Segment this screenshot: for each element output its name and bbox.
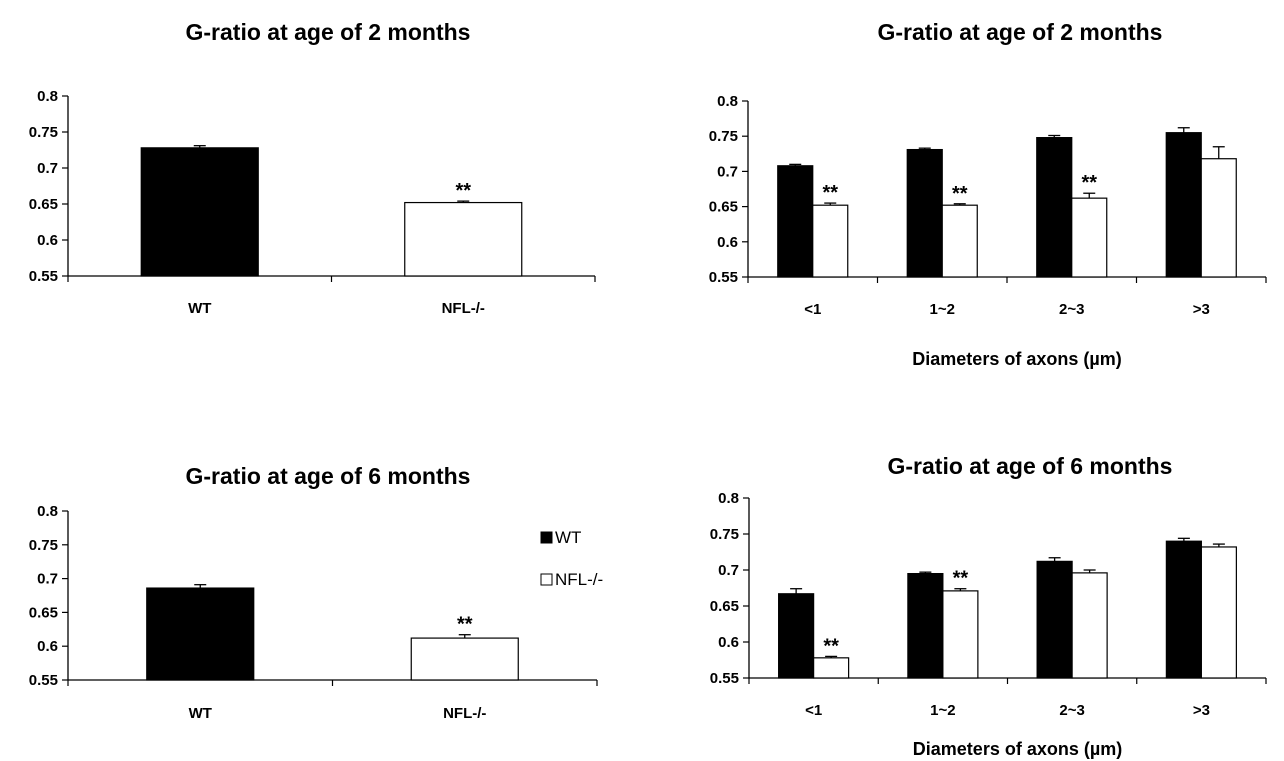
chart-title: G-ratio at age of 6 months bbox=[186, 463, 471, 489]
y-tick-label: 0.6 bbox=[717, 234, 738, 251]
y-tick-label: 0.75 bbox=[29, 537, 58, 554]
bar-wt bbox=[146, 587, 255, 681]
chart-title: G-ratio at age of 6 months bbox=[888, 453, 1173, 479]
x-category-label: NFL-/- bbox=[442, 300, 485, 317]
bar-nfl bbox=[410, 637, 519, 681]
chart-panel-4: G-ratio at age of 6 months 0.55 0.6 0.65 0.7… bbox=[710, 453, 1267, 759]
bar-wt bbox=[140, 147, 259, 277]
y-tick-label: 0.65 bbox=[29, 196, 58, 213]
legend-label-wt: WT bbox=[555, 528, 581, 547]
x-category-label: WT bbox=[188, 300, 211, 317]
x-category-label: <1 bbox=[805, 702, 822, 719]
x-category-label: WT bbox=[189, 705, 212, 722]
bar-wt bbox=[906, 148, 943, 278]
bar-nfl bbox=[404, 201, 523, 277]
bar-wt bbox=[777, 165, 814, 278]
x-category-label: 2~3 bbox=[1059, 301, 1084, 318]
y-tick-label: 0.55 bbox=[29, 268, 58, 285]
bar-nfl bbox=[941, 204, 978, 278]
y-tick-label: 0.75 bbox=[709, 128, 738, 145]
bar-nfl bbox=[1071, 197, 1108, 278]
x-category-label: 2~3 bbox=[1059, 702, 1084, 719]
y-tick-label: 0.65 bbox=[709, 199, 738, 216]
y-tick-label: 0.7 bbox=[37, 571, 58, 588]
y-tick-label: 0.75 bbox=[710, 526, 739, 543]
bar-wt bbox=[907, 572, 944, 679]
y-tick-label: 0.7 bbox=[717, 163, 738, 180]
bar-nfl bbox=[1200, 158, 1237, 278]
legend-swatch-nfl bbox=[540, 573, 553, 586]
x-category-label: <1 bbox=[804, 301, 821, 318]
y-tick-label: 0.55 bbox=[710, 670, 739, 687]
y-tick-label: 0.55 bbox=[29, 672, 58, 689]
y-tick-label: 0.8 bbox=[717, 93, 738, 110]
chart-panel-3: G-ratio at age of 6 months 0.55 0.6 0.65 0.7… bbox=[29, 463, 603, 722]
significance-marker: ** bbox=[953, 568, 969, 590]
bar-nfl bbox=[942, 590, 979, 679]
bar-wt bbox=[778, 593, 815, 679]
bar-wt bbox=[1036, 137, 1073, 278]
y-tick-label: 0.65 bbox=[710, 598, 739, 615]
y-tick-label: 0.6 bbox=[718, 634, 739, 651]
chart-title: G-ratio at age of 2 months bbox=[878, 19, 1163, 45]
chart-title: G-ratio at age of 2 months bbox=[186, 19, 471, 45]
bar-nfl bbox=[1200, 546, 1237, 679]
y-tick-label: 0.8 bbox=[37, 88, 58, 105]
bar-nfl bbox=[1071, 572, 1108, 679]
significance-marker: ** bbox=[457, 614, 473, 636]
y-tick-label: 0.55 bbox=[709, 269, 738, 286]
legend-label-nfl: NFL-/- bbox=[555, 570, 603, 589]
y-tick-label: 0.8 bbox=[718, 490, 739, 507]
bar-nfl bbox=[812, 204, 849, 278]
significance-marker: ** bbox=[1081, 172, 1097, 194]
x-category-label: 1~2 bbox=[930, 301, 955, 318]
x-axis-label: Diameters of axons (µm) bbox=[912, 349, 1121, 369]
bar-nfl bbox=[813, 657, 850, 679]
significance-marker: ** bbox=[822, 182, 838, 204]
significance-marker: ** bbox=[952, 183, 968, 205]
significance-marker: ** bbox=[455, 180, 471, 202]
y-tick-label: 0.7 bbox=[37, 160, 58, 177]
y-tick-label: 0.6 bbox=[37, 232, 58, 249]
y-tick-label: 0.6 bbox=[37, 638, 58, 655]
y-tick-label: 0.75 bbox=[29, 124, 58, 141]
x-category-label: NFL-/- bbox=[443, 705, 486, 722]
x-axis-label: Diameters of axons (µm) bbox=[913, 739, 1122, 759]
legend: WT NFL-/- bbox=[540, 528, 603, 589]
y-tick-label: 0.8 bbox=[37, 503, 58, 520]
y-tick-label: 0.65 bbox=[29, 604, 58, 621]
chart-panel-1: G-ratio at age of 2 months 0.55 0.6 0.65 0.7… bbox=[29, 19, 596, 317]
chart-panel-2: G-ratio at age of 2 months 0.55 0.6 0.65 0.7… bbox=[709, 19, 1267, 369]
y-tick-label: 0.7 bbox=[718, 562, 739, 579]
legend-swatch-wt bbox=[540, 531, 553, 544]
bar-wt bbox=[1165, 540, 1202, 679]
significance-marker: ** bbox=[823, 635, 839, 657]
x-category-label: 1~2 bbox=[930, 702, 955, 719]
bar-wt bbox=[1165, 132, 1202, 278]
x-category-label: >3 bbox=[1193, 702, 1210, 719]
bar-wt bbox=[1036, 560, 1073, 679]
x-category-label: >3 bbox=[1193, 301, 1210, 318]
